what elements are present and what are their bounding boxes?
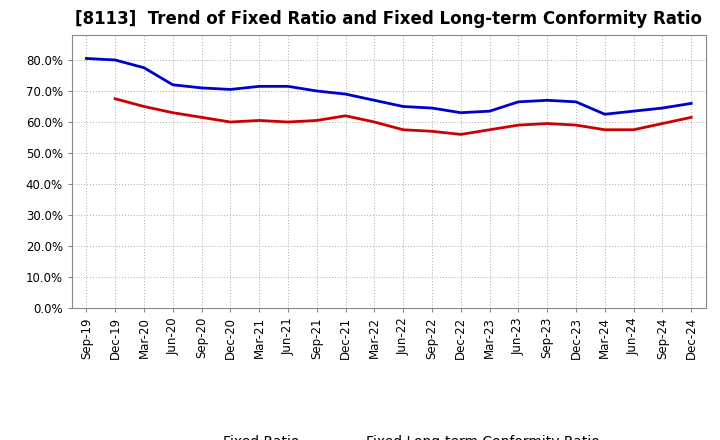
Line: Fixed Long-term Conformity Ratio: Fixed Long-term Conformity Ratio — [115, 99, 691, 134]
Fixed Ratio — [514, 99, 523, 104]
Fixed Long-term Conformity Ratio — [485, 127, 494, 132]
Fixed Ratio — [428, 106, 436, 111]
Fixed Ratio — [168, 82, 177, 88]
Fixed Ratio — [600, 112, 609, 117]
Fixed Long-term Conformity Ratio — [543, 121, 552, 126]
Fixed Ratio — [226, 87, 235, 92]
Fixed Long-term Conformity Ratio — [140, 104, 148, 109]
Fixed Ratio — [543, 98, 552, 103]
Fixed Long-term Conformity Ratio — [197, 115, 206, 120]
Fixed Ratio — [111, 57, 120, 62]
Fixed Long-term Conformity Ratio — [341, 113, 350, 118]
Fixed Ratio — [485, 109, 494, 114]
Fixed Long-term Conformity Ratio — [514, 122, 523, 128]
Line: Fixed Ratio: Fixed Ratio — [86, 59, 691, 114]
Fixed Long-term Conformity Ratio — [687, 115, 696, 120]
Legend: Fixed Ratio, Fixed Long-term Conformity Ratio: Fixed Ratio, Fixed Long-term Conformity … — [172, 429, 606, 440]
Fixed Ratio — [687, 101, 696, 106]
Fixed Ratio — [82, 56, 91, 61]
Fixed Long-term Conformity Ratio — [312, 118, 321, 123]
Fixed Ratio — [456, 110, 465, 115]
Fixed Ratio — [341, 92, 350, 97]
Fixed Long-term Conformity Ratio — [600, 127, 609, 132]
Fixed Long-term Conformity Ratio — [284, 119, 292, 125]
Fixed Ratio — [370, 98, 379, 103]
Fixed Long-term Conformity Ratio — [370, 119, 379, 125]
Fixed Ratio — [629, 109, 638, 114]
Fixed Ratio — [399, 104, 408, 109]
Fixed Long-term Conformity Ratio — [629, 127, 638, 132]
Fixed Long-term Conformity Ratio — [255, 118, 264, 123]
Fixed Long-term Conformity Ratio — [399, 127, 408, 132]
Fixed Long-term Conformity Ratio — [658, 121, 667, 126]
Fixed Long-term Conformity Ratio — [428, 128, 436, 134]
Fixed Ratio — [312, 88, 321, 94]
Fixed Long-term Conformity Ratio — [226, 119, 235, 125]
Fixed Long-term Conformity Ratio — [168, 110, 177, 115]
Fixed Ratio — [255, 84, 264, 89]
Fixed Ratio — [658, 106, 667, 111]
Title: [8113]  Trend of Fixed Ratio and Fixed Long-term Conformity Ratio: [8113] Trend of Fixed Ratio and Fixed Lo… — [76, 10, 702, 28]
Fixed Long-term Conformity Ratio — [572, 122, 580, 128]
Fixed Ratio — [572, 99, 580, 104]
Fixed Ratio — [284, 84, 292, 89]
Fixed Long-term Conformity Ratio — [111, 96, 120, 101]
Fixed Long-term Conformity Ratio — [456, 132, 465, 137]
Fixed Ratio — [140, 65, 148, 70]
Fixed Ratio — [197, 85, 206, 91]
